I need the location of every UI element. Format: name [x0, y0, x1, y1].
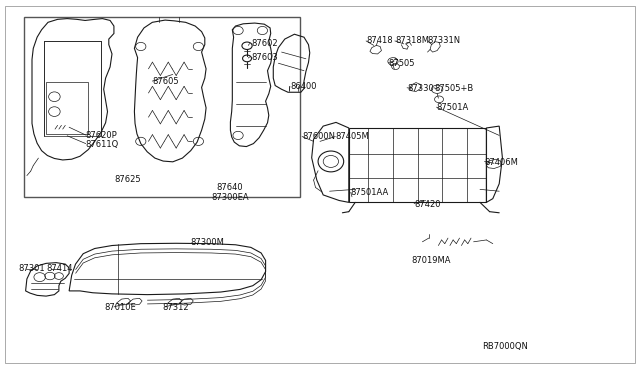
Text: 87300M: 87300M: [191, 238, 225, 247]
Bar: [46, 82, 88, 134]
Text: 87603: 87603: [251, 53, 278, 62]
Text: 87318M: 87318M: [395, 36, 429, 45]
Text: 87019MA: 87019MA: [411, 256, 451, 265]
Text: RB7000QN: RB7000QN: [482, 342, 528, 351]
Text: 87420: 87420: [414, 200, 440, 209]
Text: 87300EA: 87300EA: [211, 193, 249, 202]
Text: 87312: 87312: [163, 303, 189, 312]
Text: 87418: 87418: [366, 36, 393, 45]
Text: 86400: 86400: [290, 82, 316, 91]
Text: 87405M: 87405M: [335, 132, 369, 141]
Text: 87501AA: 87501AA: [351, 188, 389, 197]
Text: 87505: 87505: [388, 59, 415, 68]
Text: 87331N: 87331N: [428, 36, 461, 45]
Bar: [44, 41, 101, 136]
Text: 87330: 87330: [407, 84, 434, 93]
Text: 87605: 87605: [152, 77, 179, 86]
Text: 87010E: 87010E: [104, 303, 136, 312]
Text: 87611Q: 87611Q: [86, 140, 119, 149]
Text: 87501A: 87501A: [436, 103, 468, 112]
Text: 87620P: 87620P: [86, 131, 118, 140]
Text: 87406M: 87406M: [484, 158, 518, 167]
Bar: [349, 128, 486, 202]
Bar: [24, 17, 300, 197]
Text: 87602: 87602: [251, 39, 278, 48]
Text: 87625: 87625: [114, 175, 141, 184]
Text: 87301: 87301: [18, 264, 45, 273]
Text: 87414: 87414: [46, 264, 72, 273]
Text: 87505+B: 87505+B: [434, 84, 473, 93]
Text: 87640: 87640: [216, 183, 243, 192]
Text: 87600N: 87600N: [302, 132, 335, 141]
